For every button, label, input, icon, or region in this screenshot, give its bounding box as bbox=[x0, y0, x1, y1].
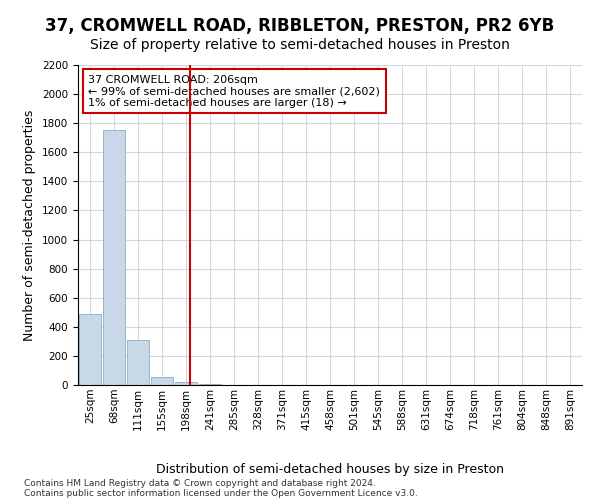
Bar bbox=[151, 377, 173, 385]
Y-axis label: Number of semi-detached properties: Number of semi-detached properties bbox=[23, 110, 37, 340]
Text: Contains HM Land Registry data © Crown copyright and database right 2024.: Contains HM Land Registry data © Crown c… bbox=[24, 479, 376, 488]
Bar bbox=[79, 314, 101, 385]
Text: Contains public sector information licensed under the Open Government Licence v3: Contains public sector information licen… bbox=[24, 489, 418, 498]
Bar bbox=[127, 340, 149, 385]
Text: 37 CROMWELL ROAD: 206sqm
← 99% of semi-detached houses are smaller (2,602)
1% of: 37 CROMWELL ROAD: 206sqm ← 99% of semi-d… bbox=[88, 74, 380, 108]
Text: Distribution of semi-detached houses by size in Preston: Distribution of semi-detached houses by … bbox=[156, 462, 504, 475]
Text: 37, CROMWELL ROAD, RIBBLETON, PRESTON, PR2 6YB: 37, CROMWELL ROAD, RIBBLETON, PRESTON, P… bbox=[46, 18, 554, 36]
Bar bbox=[103, 130, 125, 385]
Bar bbox=[199, 384, 221, 385]
Bar bbox=[175, 382, 197, 385]
Text: Size of property relative to semi-detached houses in Preston: Size of property relative to semi-detach… bbox=[90, 38, 510, 52]
